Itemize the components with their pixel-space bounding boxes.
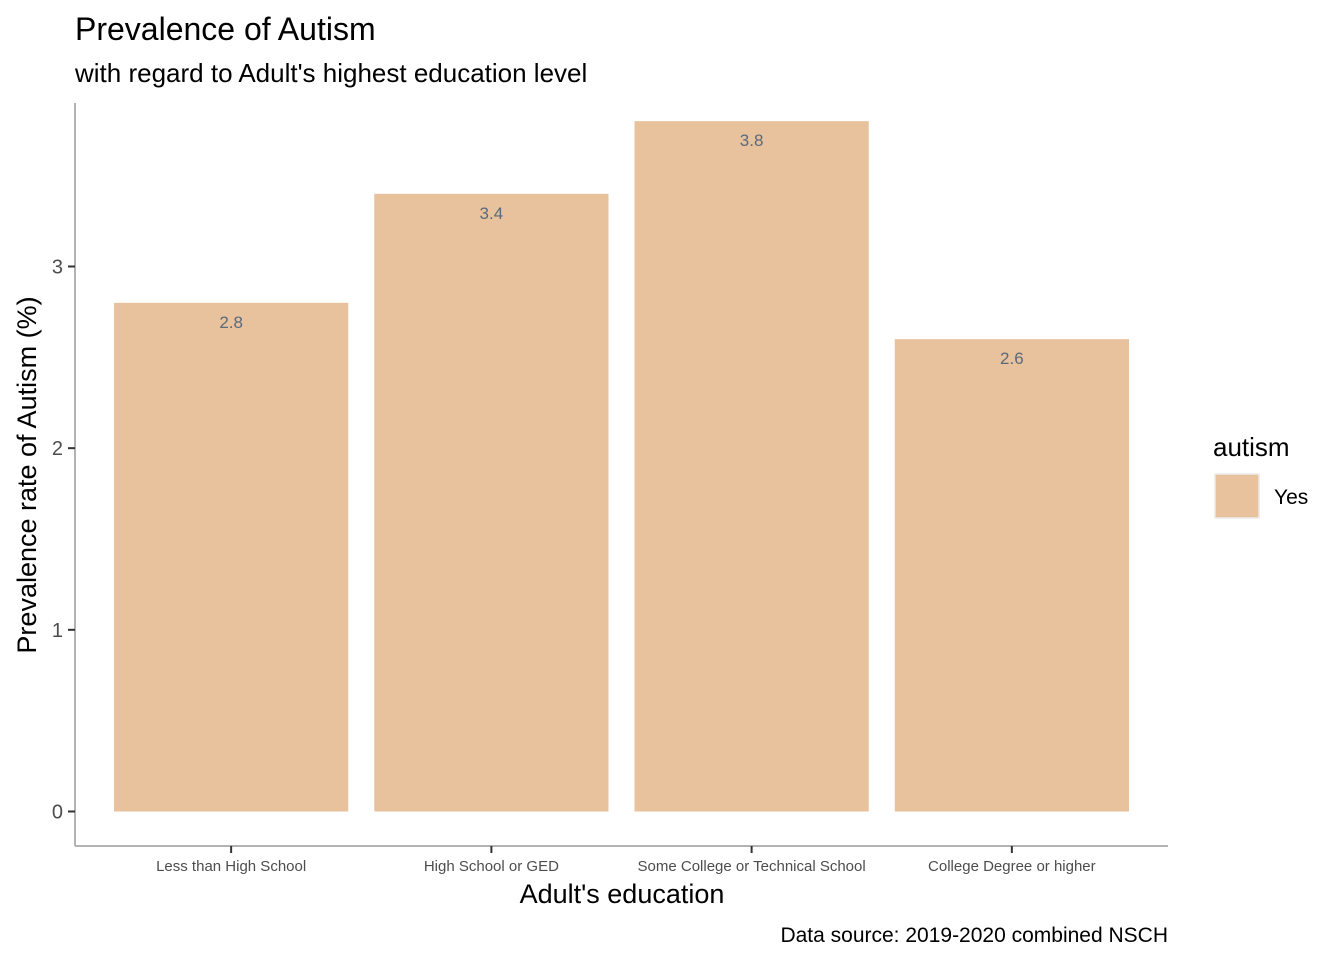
x-tick-label-2: High School or GED (424, 858, 559, 875)
chart-title: Prevalence of Autism (75, 11, 376, 47)
bar-1 (114, 302, 349, 812)
bar-value-label-4: 2.6 (1000, 349, 1024, 368)
bar-value-label-2: 3.4 (480, 204, 504, 223)
y-tick-label-0: 0 (52, 801, 63, 823)
bar-2 (374, 193, 609, 812)
bar-4 (894, 339, 1129, 812)
x-tick-label-4: College Degree or higher (928, 858, 1096, 875)
data-label-group: 2.8 3.4 3.8 2.6 (219, 131, 1023, 368)
caption: Data source: 2019-2020 combined NSCH (780, 924, 1168, 947)
y-axis-title: Prevalence rate of Autism (%) (12, 296, 42, 653)
y-tick-label-1: 1 (52, 620, 63, 642)
y-tick-label-2: 2 (52, 438, 63, 460)
legend: autism Yes (1213, 432, 1308, 519)
y-axis-ticks: 0 1 2 3 (52, 256, 75, 823)
x-tick-label-1: Less than High School (156, 858, 306, 875)
chart-subtitle: with regard to Adult's highest education… (74, 58, 587, 88)
x-axis-ticks: Less than High School High School or GED S… (156, 846, 1096, 875)
bar-group (114, 121, 1129, 812)
bar-value-label-1: 2.8 (219, 313, 243, 332)
x-tick-label-3: Some College or Technical School (638, 858, 866, 875)
bar-3 (634, 121, 869, 812)
legend-key-yes (1214, 473, 1260, 519)
legend-label-yes: Yes (1274, 486, 1308, 509)
bar-value-label-3: 3.8 (740, 131, 764, 150)
legend-title: autism (1213, 432, 1290, 462)
y-tick-label-3: 3 (52, 256, 63, 278)
x-axis-title: Adult's education (520, 879, 725, 909)
plot-area: 2.8 3.4 3.8 2.6 0 1 2 3 Less than High School H… (52, 103, 1168, 875)
